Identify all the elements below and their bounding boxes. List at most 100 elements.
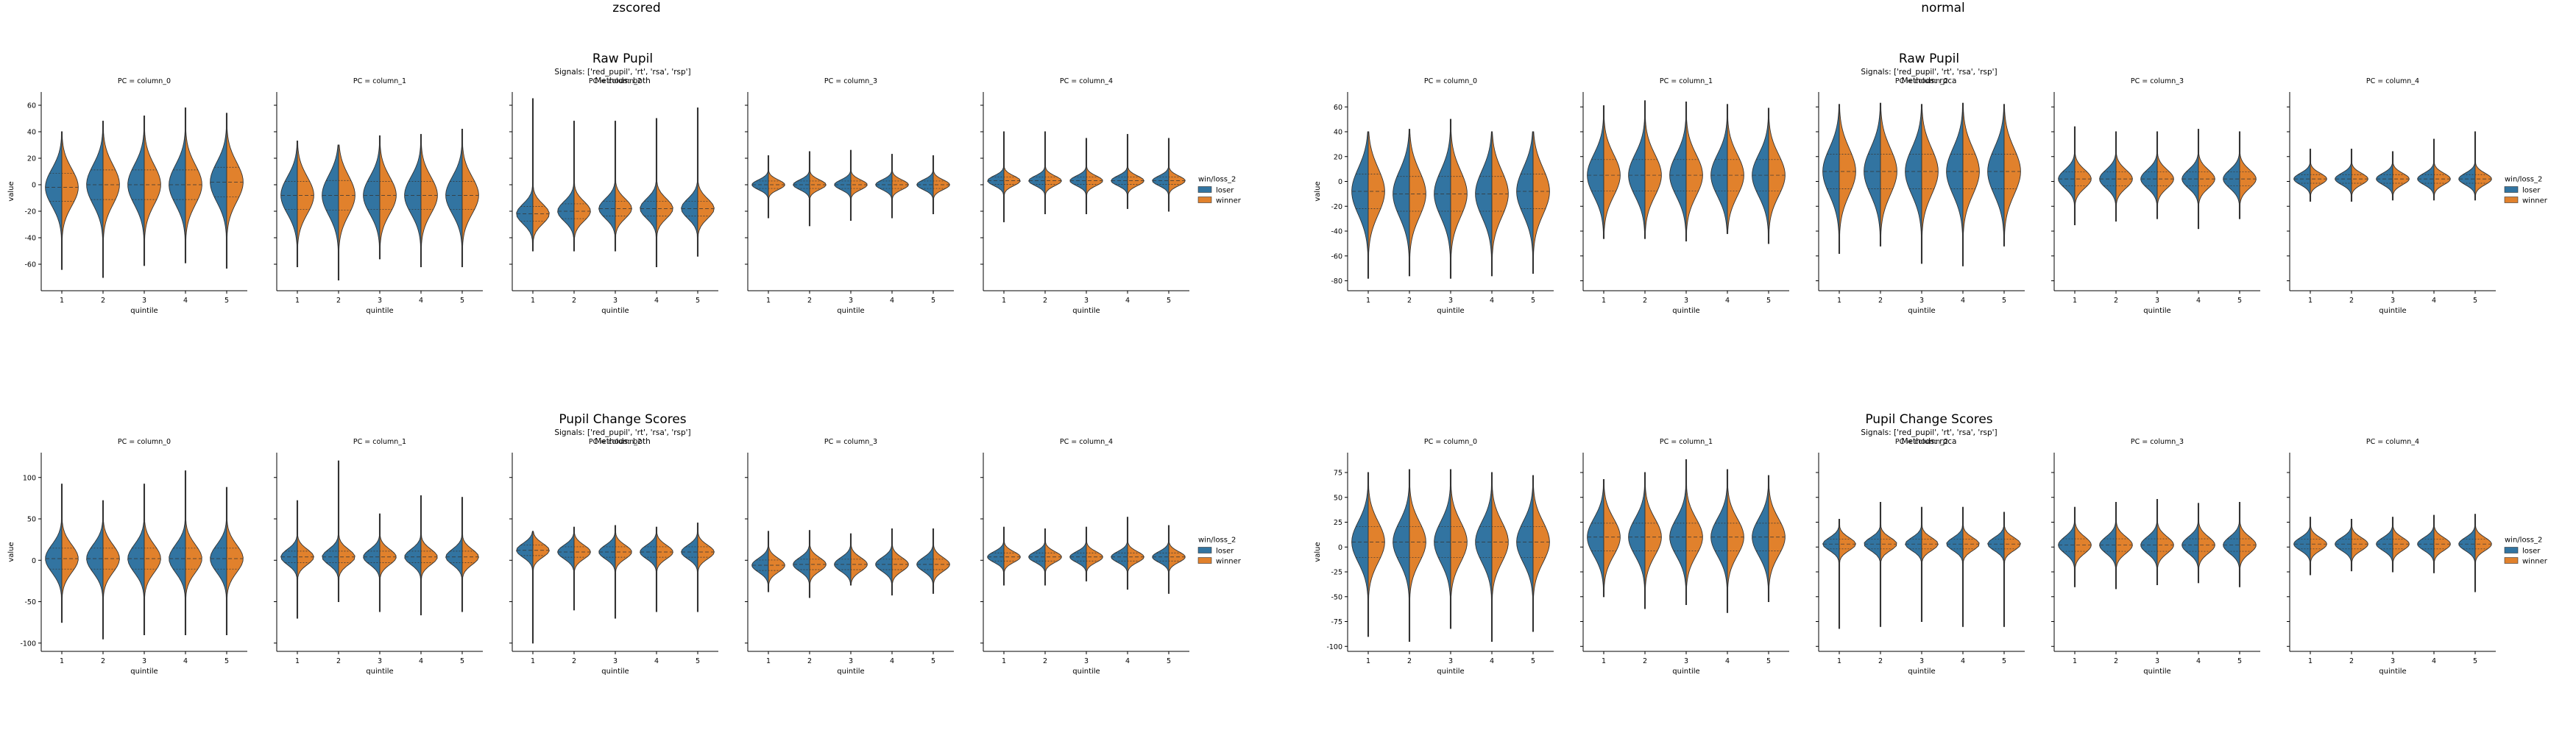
violin-half-winner [1685, 102, 1703, 241]
x-tick-label: 2 [1878, 297, 1883, 305]
violin-half-winner [1450, 118, 1468, 279]
y-tick-label: -20 [1331, 203, 1342, 211]
group-heading-normal: normal [1921, 1, 1965, 15]
x-tick-label: 4 [654, 297, 659, 305]
legend-swatch-winner [1197, 197, 1212, 203]
facet-panel-3: PC = column_3 1 2 3 4 5 quintile [745, 77, 954, 315]
facet-panel-0: PC = column_0 -80 -60 -40 -20 0 20 40 60 1 2 3 4 5 qui… [1331, 77, 1554, 315]
figure-zscored-raw-pupil: Raw Pupil Signals: ['red_pupil', 'rt', 'r… [7, 52, 1242, 315]
violin-half-winner [2156, 499, 2174, 585]
violin-half-loser [987, 526, 1005, 586]
y-tick-label: -60 [1331, 252, 1342, 261]
figure-subtitle-line: Signals: ['red_pupil', 'rt', 'rsa', 'rsp… [1861, 68, 1997, 77]
violin-half-loser [445, 497, 463, 612]
violin-half-winner [2310, 517, 2327, 576]
x-tick-label: 3 [2155, 657, 2159, 665]
y-axis-label: value [7, 181, 15, 201]
violin-half-winner [1003, 526, 1021, 586]
x-axis-label: quintile [837, 668, 864, 676]
x-tick-label: 5 [2473, 657, 2477, 665]
facet-panel-0: PC = column_0 -100 -75 -50 -25 0 25 50 75 1 2 3 4 5 qu… [1326, 438, 1554, 676]
y-tick-label: 50 [1334, 494, 1342, 502]
x-tick-label: 2 [1643, 297, 1647, 305]
violin-half-winner [61, 484, 79, 623]
x-tick-label: 4 [1725, 297, 1730, 305]
x-tick-label: 5 [224, 657, 229, 665]
facet-title: PC = column_4 [2366, 438, 2419, 446]
x-tick-label: 3 [2391, 297, 2395, 305]
legend-label-winner: winner [2522, 197, 2548, 205]
violin-half-winner [2474, 514, 2492, 592]
x-axis-label: quintile [130, 307, 158, 315]
x-tick-label: 5 [2473, 297, 2477, 305]
legend-swatch-loser [1197, 547, 1212, 553]
x-tick-label: 4 [1125, 297, 1130, 305]
violin-half-winner [656, 526, 673, 612]
violin-half-loser [2376, 517, 2393, 573]
x-tick-label: 1 [766, 297, 771, 305]
violin-half-loser [445, 128, 463, 268]
facet-title: PC = column_0 [118, 77, 171, 85]
y-tick-label: 0 [1338, 178, 1342, 186]
x-tick-label: 2 [1643, 657, 1647, 665]
violin-half-loser [169, 470, 186, 635]
violin-half-winner [615, 121, 632, 252]
facet-title: PC = column_4 [1060, 77, 1113, 85]
x-axis-label: quintile [2143, 668, 2170, 676]
violin-half-winner [1962, 506, 1980, 627]
legend-swatch-loser [2504, 186, 2519, 193]
violin-half-winner [461, 128, 479, 268]
violin-half-winner [1532, 131, 1550, 274]
violin-half-winner [1685, 459, 1703, 605]
violin-half-winner [1839, 519, 1856, 629]
y-tick-label: -80 [1331, 277, 1342, 286]
violin-half-loser [1069, 526, 1087, 581]
x-tick-label: 1 [531, 297, 535, 305]
x-tick-label: 1 [531, 657, 535, 665]
violin-half-winner [2115, 502, 2133, 590]
violin-half-loser [1152, 138, 1170, 212]
violin-half-loser [1028, 131, 1046, 215]
violin-half-winner [573, 121, 591, 252]
x-tick-label: 1 [766, 657, 771, 665]
violin-half-loser [169, 107, 186, 263]
figure-title: Pupil Change Scores [1865, 412, 1992, 427]
x-tick-label: 4 [183, 657, 188, 665]
x-tick-label: 1 [1837, 297, 1841, 305]
violin-half-winner [102, 121, 120, 278]
legend-title: win/loss_2 [2505, 537, 2542, 545]
x-tick-label: 3 [849, 297, 853, 305]
y-tick-label: 60 [1334, 104, 1342, 112]
violin-half-winner [1086, 138, 1103, 215]
violin-half-winner [144, 484, 161, 635]
facet-panel-1: PC = column_1 1 2 3 4 5 quintile [274, 77, 483, 315]
y-tick-label: -60 [24, 261, 36, 269]
y-tick-label: -50 [1331, 593, 1342, 601]
violin-half-loser [86, 121, 104, 278]
violin-half-winner [1727, 104, 1744, 234]
x-tick-label: 2 [2349, 297, 2354, 305]
facet-title: PC = column_2 [589, 438, 642, 446]
x-tick-label: 2 [1043, 297, 1047, 305]
x-tick-label: 3 [378, 297, 382, 305]
violin-half-loser [1822, 519, 1840, 629]
violin-half-winner [2433, 138, 2451, 201]
violin-half-loser [1475, 131, 1493, 277]
x-tick-label: 5 [2002, 297, 2006, 305]
violin-half-winner [1168, 138, 1186, 212]
violin-half-loser [280, 500, 298, 619]
x-tick-label: 2 [807, 657, 812, 665]
x-tick-label: 3 [1684, 297, 1688, 305]
violin-half-loser [1946, 506, 1964, 627]
violin-half-winner [697, 523, 715, 612]
violin-half-loser [2458, 514, 2476, 592]
violin-half-winner [2198, 503, 2215, 584]
x-tick-label: 5 [1766, 657, 1771, 665]
figure-title: Pupil Change Scores [559, 412, 686, 427]
x-tick-label: 4 [654, 657, 659, 665]
violin-half-loser [1069, 138, 1087, 215]
figure-subtitle-line: Signals: ['red_pupil', 'rt', 'rsa', 'rsp… [554, 428, 690, 437]
